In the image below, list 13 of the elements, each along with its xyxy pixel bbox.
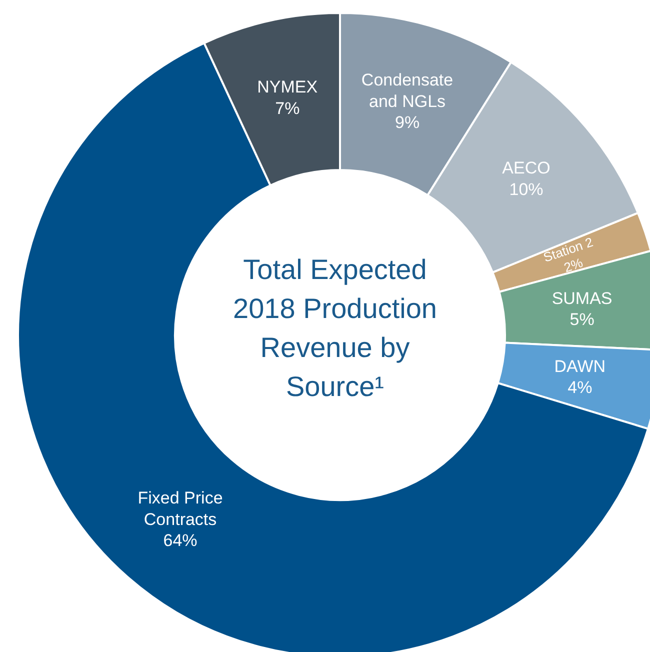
data-label: 4% <box>568 378 592 397</box>
text: Total Expected 2018 Production Revenue by Source¹ <box>232 253 438 404</box>
data-label: 7% <box>275 98 300 118</box>
slice-label: AECO <box>502 158 550 178</box>
data-label: 10% <box>509 179 544 198</box>
data-label: 64% <box>163 530 198 550</box>
data-label: 5% <box>570 310 594 329</box>
slice-label: NYMEX <box>257 77 318 96</box>
slice-label: Condensate and NGLs <box>361 70 454 110</box>
slice-label: DAWN <box>554 356 606 376</box>
slice-label: Fixed Price Contracts <box>138 488 223 528</box>
data-label: 9% <box>394 112 420 132</box>
slice-label: SUMAS <box>552 288 612 308</box>
